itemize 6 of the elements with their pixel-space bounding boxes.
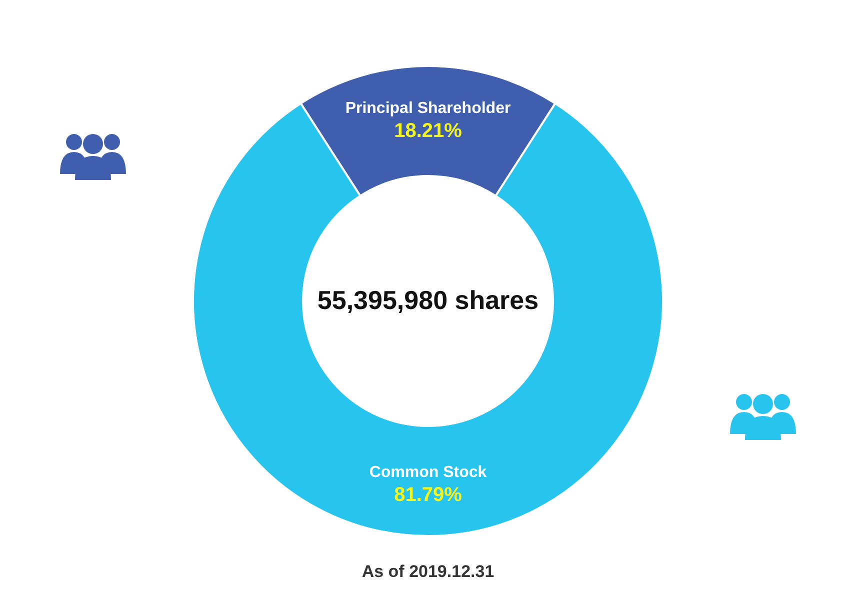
text: 55,395,980 shares xyxy=(317,285,539,315)
slice-label: Principal Shareholder xyxy=(345,100,511,117)
slice-label: Common Stock xyxy=(369,464,487,481)
text: As of 2019.12.31 xyxy=(362,562,494,581)
data-label: 18.21% xyxy=(394,120,462,142)
data-label: 81.79% xyxy=(394,484,462,506)
